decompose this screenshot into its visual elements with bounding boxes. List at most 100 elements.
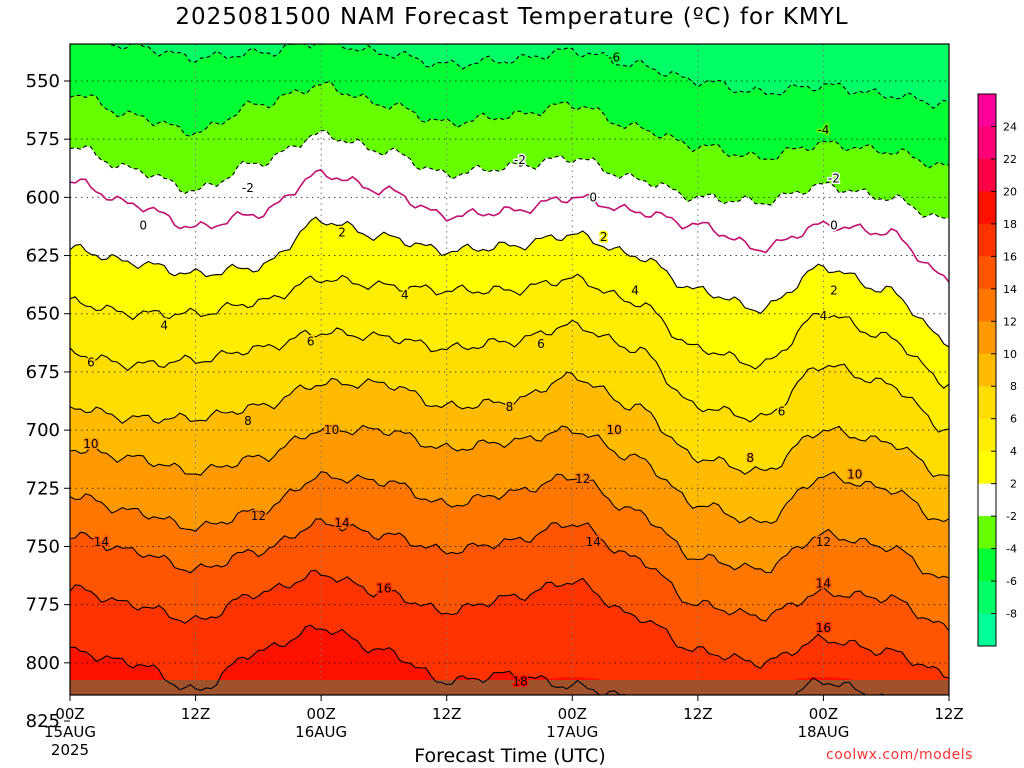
contour-label: -6: [608, 51, 620, 65]
contour-label: 14: [816, 577, 831, 591]
contour-label: 12: [575, 472, 590, 486]
y-tick-label: 800: [26, 653, 60, 674]
colorbar-swatch: [978, 516, 996, 550]
y-tick-label: 675: [26, 362, 60, 383]
contour-line-10: [70, 424, 949, 524]
x-tick-date: 17AUG: [546, 723, 598, 741]
contour-label: 0: [589, 190, 597, 204]
contour-label: 8: [746, 451, 754, 465]
contour-line-2: [70, 216, 949, 348]
x-tick-label: 00Z: [558, 705, 587, 723]
contour-label: -2: [242, 181, 254, 195]
x-tick-year: 2025: [51, 741, 89, 759]
colorbar-label: 24: [1003, 120, 1017, 133]
plot-area: [70, 44, 949, 695]
x-tick-label: 00Z: [809, 705, 838, 723]
contour-label: 0: [830, 218, 838, 232]
contour-line-0: [70, 168, 949, 283]
grid-lines: [70, 44, 949, 680]
colorbar-swatch: [978, 126, 996, 160]
contour-label: 16: [376, 581, 391, 595]
colorbar-label: 12: [1003, 315, 1017, 328]
contour-label: 2: [830, 283, 838, 297]
colorbar-swatch: [978, 321, 996, 355]
contour-label: 10: [324, 423, 339, 437]
x-tick-label: 12Z: [934, 705, 963, 723]
colorbar-swatch: [978, 256, 996, 290]
contour-line-16: [70, 569, 949, 679]
x-tick-label: 12Z: [181, 705, 210, 723]
ground: [70, 680, 949, 695]
contour-label: 4: [401, 288, 409, 302]
y-tick-label: 750: [26, 536, 60, 557]
y-tick-label: 625: [26, 246, 60, 267]
colorbar-label: 18: [1003, 218, 1017, 231]
x-tick-date: 15AUG: [44, 723, 96, 741]
colorbar-label: -2: [1006, 510, 1017, 523]
x-tick-label: 00Z: [55, 705, 84, 723]
y-tick-label: 700: [26, 420, 60, 441]
colorbar-frame: [977, 93, 997, 647]
contour-label: 6: [537, 337, 545, 351]
contour-label: 16: [816, 621, 831, 635]
x-tick-label: 12Z: [683, 705, 712, 723]
y-tick-label: 575: [26, 129, 60, 150]
colorbar: 24 22 20 18 16 14 12 10 8 6 4 2 -2 -4 -6 -8: [977, 93, 1017, 647]
contour-label: 14: [94, 535, 109, 549]
contour-label: 12: [251, 509, 266, 523]
colorbar-swatch: [978, 223, 996, 257]
colorbar-swatch: [978, 158, 996, 192]
x-tick-label: 00Z: [306, 705, 335, 723]
plot-frame: [69, 43, 950, 696]
colorbar-label: -4: [1006, 543, 1017, 556]
colorbar-label: 8: [1010, 380, 1017, 393]
contour-label: 8: [244, 414, 252, 428]
colorbar-label: 2: [1010, 478, 1017, 491]
y-tick-label: 725: [26, 478, 60, 499]
colorbar-label: 4: [1010, 445, 1017, 458]
colorbar-swatch: [978, 418, 996, 452]
contour-label: 10: [83, 437, 98, 451]
colorbar-swatch: [978, 288, 996, 322]
contour-label: 0: [139, 218, 147, 232]
colorbar-swatch: [978, 353, 996, 387]
contour-label: 18: [512, 674, 527, 688]
colorbar-swatch: [978, 94, 996, 127]
contour-label: 10: [607, 423, 622, 437]
contour-label: 12: [816, 535, 831, 549]
colorbar-label: 14: [1003, 283, 1017, 296]
contour-line-4: [70, 273, 949, 389]
colorbar-swatch: [978, 451, 996, 485]
contour-label: 6: [87, 356, 95, 370]
contour-label: -4: [817, 123, 829, 137]
colorbar-swatch: [978, 483, 996, 517]
colorbar-label: -6: [1006, 575, 1017, 588]
contour-label: 8: [506, 400, 514, 414]
y-axis: 550 575 600 625 650 675 700 725 750 775 800 825: [26, 71, 70, 732]
contour-label: 10: [847, 467, 862, 481]
contour-line-8: [70, 371, 949, 478]
y-tick-label: 825: [26, 711, 60, 732]
x-axis-label: Forecast Time (UTC): [414, 745, 606, 767]
contour-line--2: [70, 130, 949, 219]
colorbar-swatch: [978, 386, 996, 420]
colorbar-swatch: [978, 613, 996, 647]
colorbar-label: 20: [1003, 185, 1017, 198]
contour-label: -2: [828, 172, 840, 186]
x-tick-label: 12Z: [432, 705, 461, 723]
contour-line-12: [70, 471, 949, 579]
x-tick-date: 18AUG: [797, 723, 849, 741]
contour-label: 4: [631, 283, 639, 297]
contour-label: -2: [514, 153, 526, 167]
contour-label: 4: [160, 318, 168, 332]
colorbar-label: 6: [1010, 413, 1017, 426]
y-tick-label: 775: [26, 595, 60, 616]
y-tick-label: 600: [26, 187, 60, 208]
temp-band--6: [70, 44, 949, 109]
colorbar-swatch: [978, 548, 996, 582]
contour-label: 14: [334, 516, 349, 530]
y-tick-label: 650: [26, 304, 60, 325]
